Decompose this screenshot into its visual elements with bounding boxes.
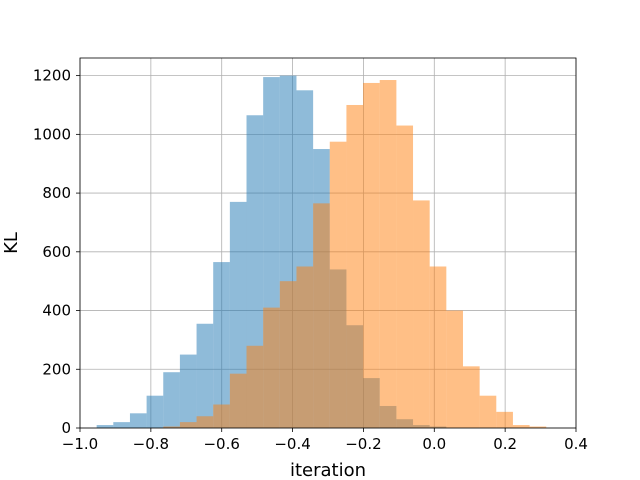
histogram-bar: [462, 366, 480, 428]
histogram-bar: [196, 416, 214, 428]
y-tick-label: 400: [42, 302, 71, 320]
histogram-bar: [179, 422, 197, 428]
histogram-bar: [346, 104, 364, 428]
histogram-bar: [213, 404, 230, 428]
histogram-bar: [512, 425, 530, 428]
x-tick-label: 0.4: [564, 435, 588, 453]
y-tick-label: 200: [42, 360, 71, 378]
y-tick-label: 600: [42, 243, 71, 261]
histogram-bar: [129, 413, 147, 428]
histogram-bar: [529, 426, 547, 428]
histogram-bar: [479, 395, 497, 428]
axis-ticks: −1.0 −0.8 −0.6 −0.4 −0.2 0.0 0.2 0.4 0 200 400 600 8…: [33, 67, 588, 453]
x-tick-label: 0.2: [493, 435, 517, 453]
x-tick-label: −0.6: [203, 435, 239, 453]
histogram-bars: [96, 75, 547, 429]
histogram-bar: [263, 307, 280, 428]
histogram-bar: [213, 262, 230, 428]
histogram-bar: [163, 426, 180, 428]
histogram-bar: [429, 266, 447, 428]
histogram-bar: [379, 80, 397, 429]
histogram-bar: [413, 200, 430, 428]
x-tick-label: −0.4: [274, 435, 310, 453]
histogram-bar: [146, 395, 164, 428]
plot-frame: [79, 57, 577, 429]
histogram-bar: [113, 422, 130, 428]
histogram-bar: [246, 345, 264, 428]
histogram-bar: [179, 354, 197, 428]
histogram-series-2: [163, 80, 547, 429]
y-tick-label: 1000: [33, 125, 71, 143]
histogram-bar: [229, 201, 247, 428]
x-tick-label: 0.0: [422, 435, 446, 453]
y-axis-label: KL: [1, 232, 22, 254]
y-tick-label: 800: [42, 184, 71, 202]
x-tick-label: −0.8: [133, 435, 169, 453]
x-axis-label: iteration: [290, 460, 366, 480]
x-tick-label: −1.0: [62, 435, 98, 453]
histogram-bar: [229, 373, 247, 428]
x-tick-label: −0.2: [345, 435, 381, 453]
histogram-bar: [496, 411, 513, 428]
y-tick-label: 1200: [33, 67, 71, 85]
histogram-bar: [396, 125, 414, 429]
histogram-bar: [446, 310, 463, 428]
histogram-bar: [196, 323, 214, 428]
histogram-bar: [279, 281, 297, 428]
histogram-bar: [329, 141, 347, 428]
y-tick-label: 0: [61, 419, 71, 437]
histogram-bar: [163, 372, 180, 428]
histogram-bar: [363, 82, 380, 428]
histogram-bar: [313, 203, 330, 428]
histogram-bar: [296, 266, 314, 428]
histogram-bar: [96, 425, 114, 428]
